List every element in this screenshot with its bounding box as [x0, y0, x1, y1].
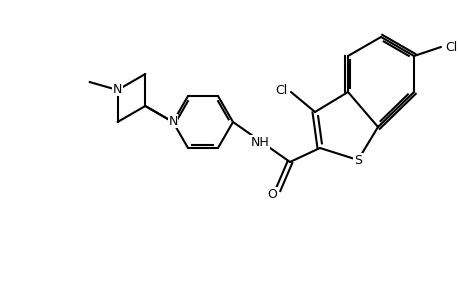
- Text: N: N: [168, 115, 177, 128]
- Text: S: S: [353, 154, 361, 166]
- Text: O: O: [267, 188, 276, 200]
- Text: Cl: Cl: [444, 40, 456, 53]
- Text: Cl: Cl: [274, 83, 286, 97]
- Text: NH: NH: [250, 136, 269, 148]
- Text: N: N: [112, 82, 122, 95]
